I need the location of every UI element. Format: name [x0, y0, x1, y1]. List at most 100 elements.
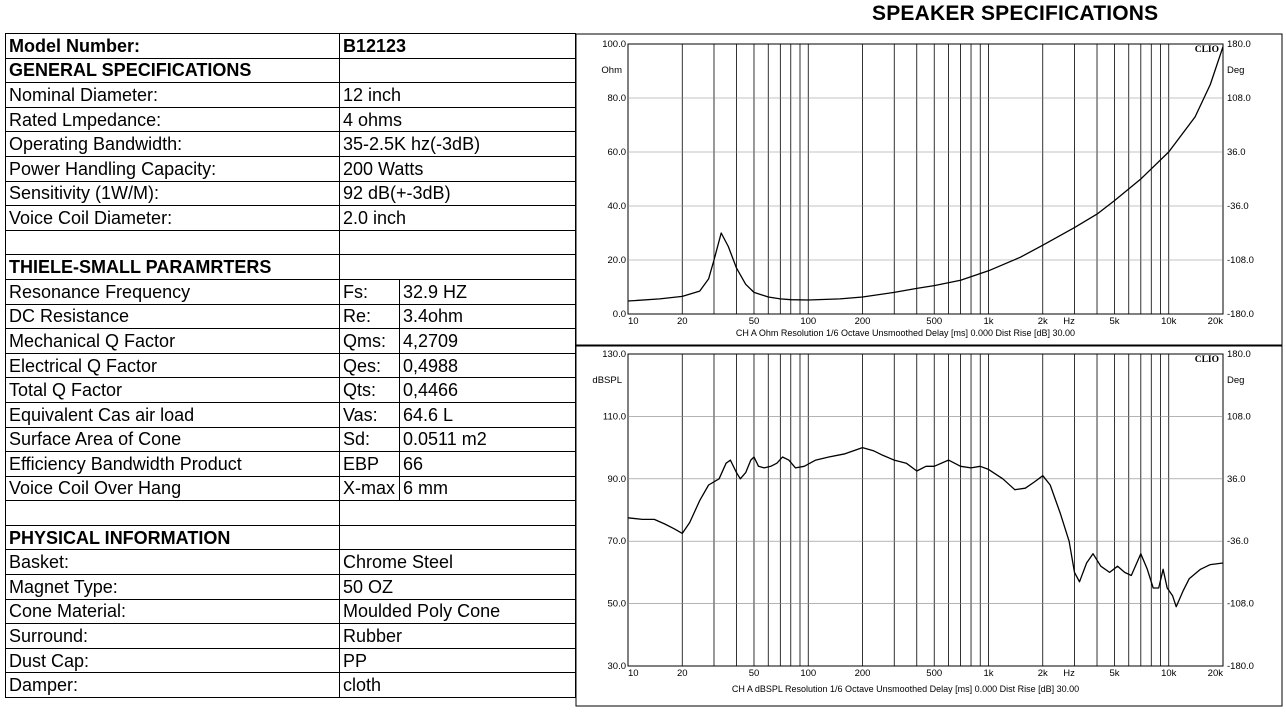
- table-row: Equivalent Cas air load Vas: 64.6 L: [5, 401, 576, 428]
- x-tick-label: 2k: [1038, 316, 1048, 327]
- spec-value: 32.9 HZ: [399, 278, 576, 305]
- y-right-tick-label: 180.0: [1227, 349, 1251, 360]
- x-tick-label: Hz: [1063, 668, 1075, 679]
- spec-label: Sensitivity (1W/M):: [5, 180, 340, 207]
- spec-value: 4,2709: [399, 328, 576, 354]
- table-row: Magnet Type: 50 OZ: [5, 574, 576, 600]
- table-row: PHYSICAL INFORMATION: [5, 524, 576, 551]
- spec-symbol: Re:: [339, 303, 400, 330]
- chart-border: [575, 33, 1283, 346]
- y-right-axis-label: Deg: [1227, 375, 1244, 386]
- plot-area: [627, 43, 1224, 315]
- spec-value: PP: [339, 647, 576, 674]
- table-row: Nominal Diameter: 12 inch: [5, 82, 576, 108]
- y-right-tick-label: -180.0: [1227, 309, 1254, 320]
- y-right-tick-label: 108.0: [1227, 411, 1251, 422]
- table-row: Voice Coil Diameter: 2.0 inch: [5, 205, 576, 231]
- brand-label: CLIO: [1195, 45, 1219, 55]
- spec-symbol: Qts:: [339, 377, 400, 403]
- y-right-tick-label: -108.0: [1227, 599, 1254, 610]
- spec-value: cloth: [339, 672, 576, 699]
- empty-cell: [339, 500, 576, 526]
- spec-label: Electrical Q Factor: [5, 352, 340, 379]
- spec-label: Nominal Diameter:: [5, 82, 340, 108]
- y-right-tick-label: 180.0: [1227, 39, 1251, 50]
- table-row: GENERAL SPECIFICATIONS: [5, 57, 576, 84]
- y-tick-label: 90.0: [608, 474, 627, 485]
- x-tick-label: 10k: [1161, 316, 1177, 327]
- y-right-tick-label: 36.0: [1227, 147, 1246, 158]
- x-tick-label: 500: [926, 316, 942, 327]
- page-title: SPEAKER SPECIFICATIONS: [872, 2, 1159, 25]
- x-tick-label: 2k: [1038, 668, 1048, 679]
- empty-cell: [339, 229, 576, 256]
- series-line: [627, 46, 1224, 302]
- table-row: Surface Area of Cone Sd: 0.0511 m2: [5, 426, 576, 453]
- spec-label: Equivalent Cas air load: [5, 401, 340, 428]
- y-right-tick-label: -36.0: [1227, 201, 1249, 212]
- spec-label: Surround:: [5, 623, 340, 649]
- spec-symbol: X-max: [339, 475, 400, 502]
- x-tick-label: 10: [628, 668, 639, 679]
- y-tick-label: 60.0: [608, 147, 627, 158]
- table-row: Resonance Frequency Fs: 32.9 HZ: [5, 278, 576, 305]
- spec-value: 50 OZ: [339, 574, 576, 600]
- spec-value: 0,4466: [399, 377, 576, 403]
- y-right-axis-label: Deg: [1227, 65, 1244, 76]
- table-row: THIELE-SMALL PARAMRTERS: [5, 254, 576, 280]
- chart-caption: CH A dBSPL Resolution 1/6 Octave Unsmoot…: [732, 684, 1079, 694]
- spec-value: 200 Watts: [339, 155, 576, 182]
- y-axis-label: Ohm: [601, 65, 622, 76]
- specifications-table: Model Number: B12123 GENERAL SPECIFICATION…: [5, 33, 576, 699]
- y-tick-label: 130.0: [602, 349, 626, 360]
- y-tick-label: 50.0: [608, 599, 627, 610]
- spec-symbol: Vas:: [339, 401, 400, 428]
- empty-cell: [5, 229, 340, 256]
- spec-symbol: Fs:: [339, 278, 400, 305]
- brand-label: CLIO: [1195, 355, 1219, 365]
- spec-value: 0,4988: [399, 352, 576, 379]
- spec-value: Chrome Steel: [339, 549, 576, 576]
- x-tick-label: 20k: [1208, 316, 1224, 327]
- x-tick-label: 1k: [983, 316, 993, 327]
- x-tick-label: 20: [677, 316, 688, 327]
- y-right-tick-label: -108.0: [1227, 255, 1254, 266]
- spec-label: Damper:: [5, 672, 340, 699]
- spec-symbol: Qms:: [339, 328, 400, 354]
- table-row: Cone Material: Moulded Poly Cone: [5, 598, 576, 625]
- spec-label: Power Handling Capacity:: [5, 155, 340, 182]
- table-row: Operating Bandwidth: 35-2.5K hz(-3dB): [5, 131, 576, 157]
- x-tick-label: 200: [855, 668, 871, 679]
- x-tick-label: 1k: [983, 668, 993, 679]
- empty-cell: [339, 254, 576, 280]
- spec-label: Surface Area of Cone: [5, 426, 340, 453]
- y-right-tick-label: -36.0: [1227, 536, 1249, 547]
- table-row: Mechanical Q Factor Qms: 4,2709: [5, 328, 576, 354]
- model-number-label: Model Number:: [5, 33, 340, 59]
- table-row: Dust Cap: PP: [5, 647, 576, 674]
- chart-caption: CH A Ohm Resolution 1/6 Octave Unsmoothe…: [736, 328, 1075, 338]
- section-header: PHYSICAL INFORMATION: [5, 524, 340, 551]
- y-right-tick-label: -180.0: [1227, 661, 1254, 672]
- table-row: [5, 500, 576, 526]
- table-row: [5, 229, 576, 256]
- y-right-tick-label: 108.0: [1227, 93, 1251, 104]
- section-header: THIELE-SMALL PARAMRTERS: [5, 254, 340, 280]
- table-row: Sensitivity (1W/M): 92 dB(+-3dB): [5, 180, 576, 207]
- y-right-tick-label: 36.0: [1227, 474, 1246, 485]
- y-axis-label: dBSPL: [592, 375, 622, 386]
- y-tick-label: 80.0: [608, 93, 627, 104]
- chart-1: 100.0 80.0 60.0 40.0 20.0 0.0 180.0 108.0 36.0 -3…: [575, 33, 1283, 346]
- x-tick-label: Hz: [1063, 316, 1075, 327]
- y-tick-label: 100.0: [602, 39, 626, 50]
- chart-border: [575, 345, 1283, 707]
- spec-label: Operating Bandwidth:: [5, 131, 340, 157]
- spec-value: 35-2.5K hz(-3dB): [339, 131, 576, 157]
- x-tick-label: 50: [749, 668, 760, 679]
- y-tick-label: 0.0: [613, 309, 626, 320]
- spec-value: Moulded Poly Cone: [339, 598, 576, 625]
- y-tick-label: 70.0: [608, 536, 627, 547]
- spec-label: Voice Coil Diameter:: [5, 205, 340, 231]
- table-row: Damper: cloth: [5, 672, 576, 699]
